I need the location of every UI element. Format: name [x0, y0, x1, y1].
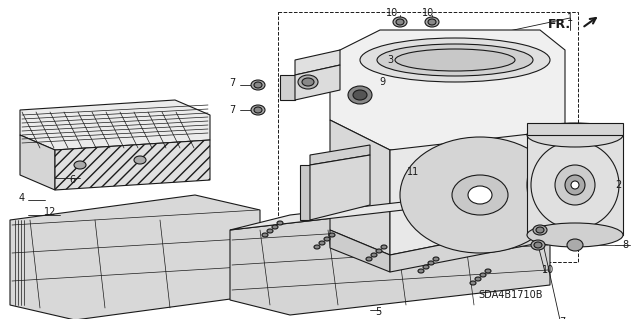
Ellipse shape: [366, 257, 372, 261]
Text: 7: 7: [229, 78, 235, 88]
Ellipse shape: [254, 107, 262, 113]
Ellipse shape: [470, 281, 476, 285]
Polygon shape: [330, 30, 565, 150]
Text: SDA4B1710B: SDA4B1710B: [478, 290, 543, 300]
Polygon shape: [310, 155, 370, 220]
Text: 5: 5: [375, 307, 381, 317]
Polygon shape: [230, 200, 550, 315]
Polygon shape: [310, 145, 370, 165]
Text: 3: 3: [387, 55, 393, 65]
Text: 4: 4: [19, 193, 25, 203]
Ellipse shape: [251, 105, 265, 115]
Ellipse shape: [272, 225, 278, 229]
Polygon shape: [390, 130, 565, 255]
Ellipse shape: [527, 137, 623, 233]
Polygon shape: [10, 195, 260, 319]
Text: 9: 9: [379, 77, 385, 87]
Ellipse shape: [425, 17, 439, 27]
Ellipse shape: [393, 17, 407, 27]
Ellipse shape: [134, 156, 146, 164]
Text: 10: 10: [542, 265, 554, 275]
Ellipse shape: [533, 225, 547, 235]
Ellipse shape: [418, 269, 424, 273]
Ellipse shape: [251, 80, 265, 90]
Text: 10: 10: [422, 8, 434, 18]
Text: 8: 8: [622, 240, 628, 250]
Ellipse shape: [395, 49, 515, 71]
Text: 10: 10: [386, 8, 398, 18]
Polygon shape: [390, 220, 565, 272]
Polygon shape: [20, 100, 210, 150]
Polygon shape: [55, 140, 210, 190]
Ellipse shape: [565, 175, 585, 195]
Ellipse shape: [302, 78, 314, 86]
Polygon shape: [330, 230, 390, 272]
Ellipse shape: [267, 229, 273, 233]
Ellipse shape: [428, 19, 436, 25]
Text: 7: 7: [229, 105, 235, 115]
Ellipse shape: [254, 82, 262, 88]
Ellipse shape: [527, 223, 623, 247]
Bar: [278, 12, 578, 262]
Ellipse shape: [527, 123, 623, 147]
Ellipse shape: [348, 86, 372, 104]
Ellipse shape: [428, 261, 434, 265]
Ellipse shape: [423, 265, 429, 269]
Ellipse shape: [567, 239, 583, 251]
Ellipse shape: [371, 253, 377, 257]
Polygon shape: [300, 165, 310, 220]
Polygon shape: [527, 135, 623, 235]
Ellipse shape: [329, 233, 335, 237]
Ellipse shape: [536, 227, 544, 233]
Ellipse shape: [531, 240, 545, 250]
Ellipse shape: [360, 38, 550, 82]
Ellipse shape: [381, 245, 387, 249]
Polygon shape: [20, 135, 55, 190]
Ellipse shape: [324, 237, 330, 241]
Ellipse shape: [319, 241, 325, 245]
Ellipse shape: [534, 242, 542, 248]
Ellipse shape: [314, 245, 320, 249]
Ellipse shape: [555, 165, 595, 205]
Polygon shape: [330, 120, 390, 255]
Polygon shape: [295, 50, 340, 75]
Ellipse shape: [400, 137, 560, 253]
Ellipse shape: [74, 161, 86, 169]
Ellipse shape: [571, 181, 579, 189]
Ellipse shape: [475, 277, 481, 281]
Text: 2: 2: [615, 180, 621, 190]
Text: 1: 1: [567, 13, 573, 23]
Ellipse shape: [468, 186, 492, 204]
Ellipse shape: [298, 75, 318, 89]
Ellipse shape: [353, 90, 367, 100]
Text: 12: 12: [44, 207, 56, 217]
Ellipse shape: [480, 273, 486, 277]
Polygon shape: [280, 75, 295, 100]
Ellipse shape: [452, 175, 508, 215]
Ellipse shape: [376, 249, 382, 253]
Ellipse shape: [485, 269, 491, 273]
Polygon shape: [295, 65, 340, 100]
Polygon shape: [230, 185, 550, 230]
Ellipse shape: [377, 44, 533, 76]
Text: 11: 11: [407, 167, 419, 177]
Text: FR.: FR.: [548, 19, 571, 32]
Ellipse shape: [433, 257, 439, 261]
Bar: [527, 123, 623, 135]
Ellipse shape: [277, 221, 283, 225]
Ellipse shape: [262, 233, 268, 237]
Text: 7: 7: [559, 317, 565, 319]
Text: 6: 6: [69, 175, 75, 185]
Ellipse shape: [396, 19, 404, 25]
